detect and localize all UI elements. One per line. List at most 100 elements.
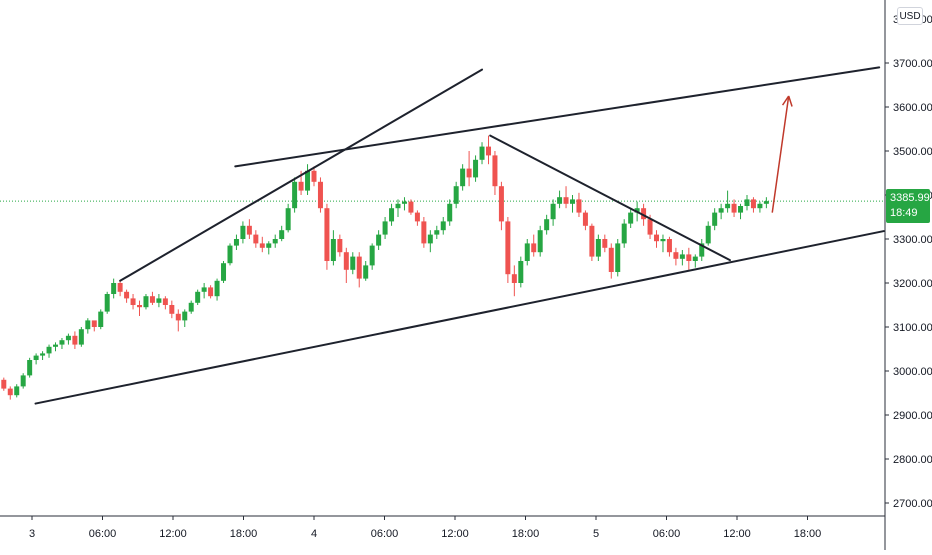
candle-body: [149, 296, 155, 303]
currency-selector[interactable]: USD: [897, 7, 923, 25]
candle-body: [227, 245, 233, 264]
candle-body: [434, 230, 440, 235]
candle-body: [169, 305, 175, 314]
candle-body: [246, 225, 252, 235]
candle-body: [440, 221, 446, 231]
candle-body: [576, 199, 582, 213]
candle-body: [757, 203, 763, 209]
candle-body: [725, 203, 731, 209]
candle-body: [531, 243, 537, 253]
candle-body: [65, 335, 71, 341]
candle-body: [447, 203, 453, 222]
candle-body: [195, 291, 201, 303]
candle-body: [712, 212, 718, 226]
price-tick-label: 2800.00: [893, 454, 932, 466]
time-tick-label: 18:00: [230, 528, 258, 540]
candle-body: [718, 208, 724, 213]
time-tick-label: 3: [29, 528, 35, 540]
price-tick-label: 2900.00: [893, 410, 932, 422]
candle-body: [654, 234, 660, 242]
candle-body: [279, 230, 285, 239]
candle-body: [233, 239, 239, 246]
candle-body: [744, 199, 750, 206]
candle-body: [408, 201, 414, 213]
candle-body: [214, 280, 220, 297]
candle-body: [266, 243, 272, 248]
candle-body: [363, 265, 369, 279]
candle-body: [111, 283, 117, 294]
candle-body: [162, 298, 168, 305]
candle-body: [356, 256, 362, 279]
candle-body: [511, 274, 517, 283]
candle-body: [473, 159, 479, 178]
candle-body: [376, 234, 382, 246]
candle-body: [589, 225, 595, 257]
candle-body: [615, 243, 621, 272]
candle-body: [518, 261, 524, 283]
candle-body: [324, 208, 330, 261]
candle-body: [421, 221, 427, 244]
candle-body: [570, 199, 575, 204]
time-tick-label: 06:00: [371, 528, 399, 540]
candle-body: [641, 208, 647, 220]
candle-body: [485, 146, 491, 156]
candle-body: [343, 252, 349, 270]
candle-body: [27, 360, 33, 376]
candle-body: [427, 234, 433, 244]
candle-body: [91, 320, 97, 327]
price-tick-label: 3500.00: [893, 146, 932, 158]
time-tick-label: 18:00: [794, 528, 822, 540]
candle-body: [201, 287, 207, 292]
time-tick-label: 5: [593, 528, 599, 540]
candle-body: [628, 212, 634, 224]
trend-line: [234, 66, 881, 168]
candle-body: [20, 375, 26, 387]
candle-body: [40, 353, 46, 356]
candle-body: [253, 234, 259, 244]
candle-body: [117, 283, 123, 292]
candle-body: [305, 170, 311, 191]
candle-body: [53, 344, 58, 347]
candle-body: [72, 335, 78, 345]
candle-body: [550, 203, 556, 220]
candle-body: [46, 346, 52, 354]
candle-body: [298, 181, 304, 191]
candle-body: [544, 219, 550, 231]
candle-body: [595, 239, 601, 257]
price-tick-label: 3600.00: [893, 102, 932, 114]
candle-body: [524, 243, 530, 261]
trend-line: [119, 68, 484, 282]
candle-body: [537, 230, 543, 253]
candle-body: [505, 221, 511, 275]
candle-body: [557, 197, 563, 204]
candle-body: [686, 254, 692, 261]
time-tick-label: 12:00: [159, 528, 187, 540]
candle-body: [369, 245, 375, 266]
price-tick-label: 3100.00: [893, 322, 932, 334]
price-tick-label: 3200.00: [893, 278, 932, 290]
candle-body: [679, 254, 685, 259]
last-price-tag: 3385.99 18:49: [886, 189, 930, 223]
candle-body: [137, 305, 143, 308]
candles-layer: [0, 135, 885, 400]
candle-body: [705, 225, 711, 244]
candle-body: [292, 181, 298, 209]
candle-body: [311, 170, 317, 182]
trend-line: [489, 134, 731, 262]
candle-body: [188, 302, 194, 312]
candle-body: [479, 146, 485, 160]
candle-body: [634, 208, 640, 213]
candle-body: [666, 239, 672, 253]
candle-body: [330, 239, 336, 261]
time-tick-label: 18:00: [512, 528, 540, 540]
candle-body: [272, 239, 278, 244]
candle-body: [98, 311, 104, 327]
candle-body: [498, 186, 504, 222]
candle-body: [466, 168, 472, 178]
price-axis-bg: [885, 0, 932, 550]
candle-body: [208, 287, 214, 297]
candle-body: [492, 155, 498, 187]
